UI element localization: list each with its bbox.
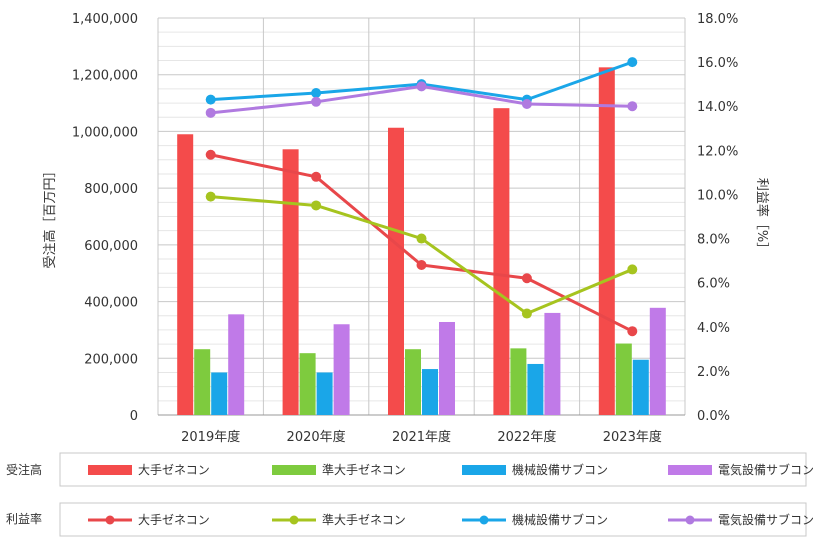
- y-tick-label: 600,000: [84, 239, 138, 254]
- bar-1-4: [493, 108, 510, 415]
- line-point-4-1: [205, 107, 216, 118]
- y2-tick-label: 16.0%: [697, 56, 738, 71]
- bar-4-1: [228, 314, 245, 415]
- x-tick-label: 2019年度: [181, 429, 240, 445]
- bar-4-5: [649, 307, 666, 415]
- bar-4-3: [439, 321, 455, 415]
- bar-3-4: [527, 363, 544, 415]
- y-tick-label: 1,000,000: [72, 125, 138, 140]
- bar-1-5: [598, 67, 615, 415]
- bar-2-2: [299, 353, 316, 415]
- legend-swatch-marker-3: [479, 515, 489, 525]
- line-point-2-1: [205, 191, 216, 202]
- x-tick-label: 2023年度: [603, 429, 662, 445]
- line-point-4-4: [521, 99, 532, 110]
- line-point-4-3: [416, 81, 427, 92]
- bar-1-3: [388, 127, 404, 416]
- legend-group-label-bars: 受注高: [6, 462, 42, 477]
- line-point-2-3: [416, 233, 427, 244]
- legend-swatch-marker-2: [289, 515, 299, 525]
- y2-tick-label: 4.0%: [697, 321, 730, 336]
- bar-1-2: [282, 149, 299, 415]
- legend-swatch-bar-1: [88, 465, 132, 475]
- y2-tick-label: 10.0%: [697, 188, 738, 203]
- bar-1-1: [177, 134, 194, 415]
- axes: 0 200,000 400,000 600,000 800,000 1,000,000 1,…: [42, 12, 770, 445]
- bar-3-5: [632, 359, 649, 415]
- y-axis-title: 受注高［百万円］: [42, 164, 58, 268]
- legend-label-line-4: 電気設備サブコン: [718, 512, 814, 527]
- legend-swatch-bar-2: [272, 465, 316, 475]
- legend-label-bar-1: 大手ゼネコン: [138, 463, 210, 477]
- bar-2-1: [194, 349, 211, 415]
- y2-tick-label: 18.0%: [697, 12, 738, 27]
- y2-tick-label: 8.0%: [697, 233, 730, 248]
- bars: [177, 67, 666, 416]
- y2-tick-label: 12.0%: [697, 144, 738, 159]
- lines: [205, 57, 638, 337]
- bar-2-4: [510, 348, 527, 415]
- bar-4-4: [544, 312, 561, 415]
- legend-label-line-2: 準大手ゼネコン: [322, 512, 406, 527]
- legend-label-bar-3: 機械設備サブコン: [512, 462, 608, 477]
- x-tick-label: 2022年度: [497, 429, 556, 445]
- y-tick-label: 800,000: [84, 182, 138, 197]
- y2-tick-label: 2.0%: [697, 365, 730, 380]
- line-point-1-2: [311, 171, 322, 182]
- line-point-2-4: [521, 308, 532, 319]
- legend-label-line-1: 大手ゼネコン: [138, 513, 210, 527]
- line-point-1-5: [627, 326, 638, 337]
- y2-axis-title: 利益率［%］: [754, 178, 770, 255]
- y2-tick-label: 0.0%: [697, 409, 730, 424]
- legend-swatch-bar-3: [462, 465, 506, 475]
- x-tick-label: 2020年度: [287, 429, 346, 445]
- y-tick-label: 200,000: [84, 352, 138, 367]
- bar-3-3: [422, 369, 438, 415]
- legend-label-bar-2: 準大手ゼネコン: [322, 462, 406, 477]
- x-tick-label: 2021年度: [392, 429, 451, 445]
- legend-swatch-marker-4: [685, 515, 695, 525]
- bar-4-2: [333, 324, 350, 415]
- bar-3-2: [316, 372, 333, 415]
- legend-swatch-marker-1: [105, 515, 115, 525]
- line-point-3-1: [205, 94, 216, 105]
- line-point-1-3: [416, 260, 427, 271]
- y-tick-label: 0: [130, 409, 138, 424]
- y2-tick-label: 14.0%: [697, 100, 738, 115]
- y-tick-label: 400,000: [84, 296, 138, 311]
- bar-2-3: [405, 349, 421, 415]
- line-series-2: [210, 195, 633, 316]
- line-point-2-5: [627, 264, 638, 275]
- line-point-2-2: [311, 200, 322, 211]
- legend-swatch-bar-4: [668, 465, 712, 475]
- legend-label-bar-4: 電気設備サブコン: [718, 462, 814, 477]
- line-point-1-4: [521, 273, 532, 284]
- y2-tick-label: 6.0%: [697, 277, 730, 292]
- line-point-3-2: [311, 87, 322, 98]
- line-point-3-5: [627, 57, 638, 68]
- legend-group-label-lines: 利益率: [6, 511, 42, 526]
- y-tick-label: 1,200,000: [72, 69, 138, 84]
- line-point-4-2: [311, 96, 322, 107]
- legend-label-line-3: 機械設備サブコン: [512, 512, 608, 527]
- line-point-4-5: [627, 101, 638, 112]
- bar-2-5: [615, 343, 632, 415]
- y-tick-label: 1,400,000: [72, 12, 138, 27]
- line-point-1-1: [205, 149, 216, 160]
- bar-3-1: [211, 372, 228, 415]
